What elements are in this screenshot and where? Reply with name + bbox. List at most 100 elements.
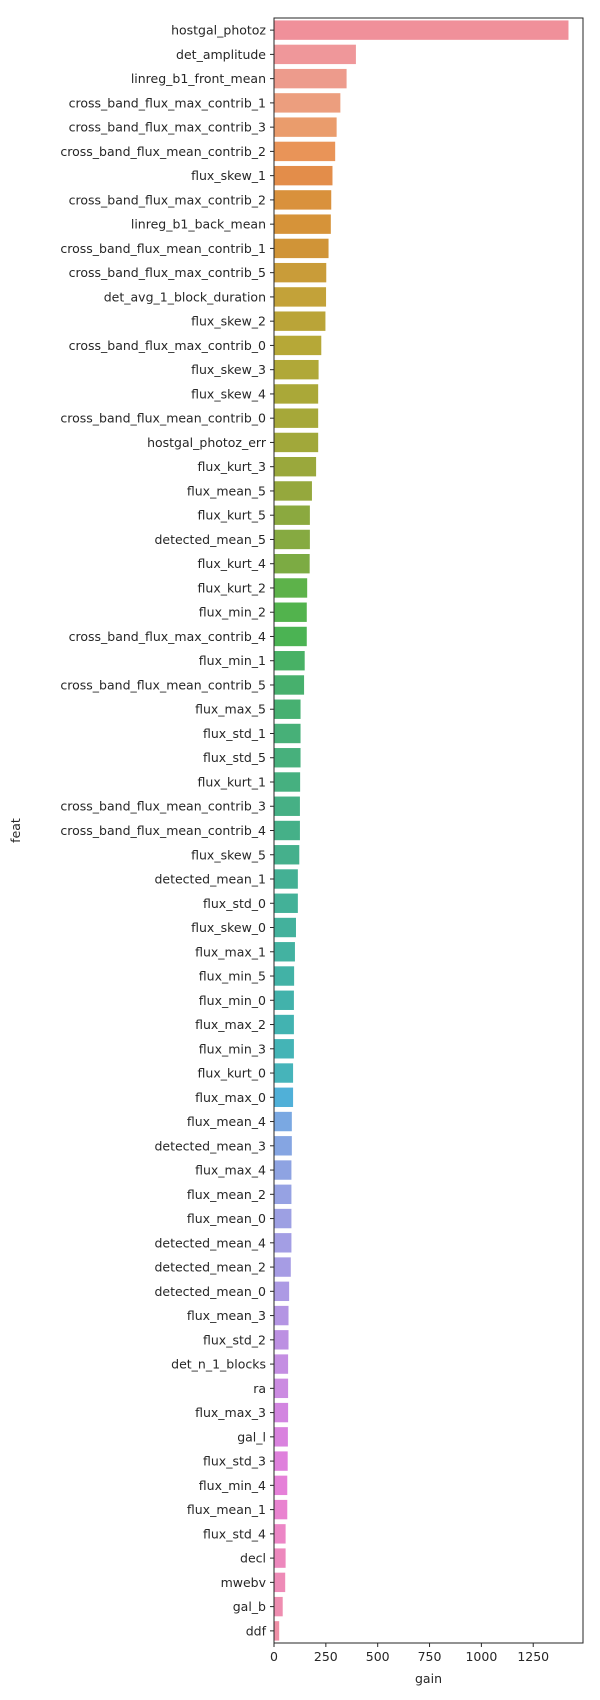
bar-cross_band_flux_mean_contrib_2	[274, 141, 336, 162]
bar-flux_skew_5	[274, 845, 300, 865]
bar-cross_band_flux_max_contrib_4	[274, 626, 307, 647]
bar-flux_mean_1	[274, 1499, 288, 1520]
y-tick-label: flux_max_0	[195, 1090, 266, 1105]
y-tick-label: cross_band_flux_max_contrib_3	[69, 120, 266, 135]
bar-flux_std_0	[274, 893, 298, 913]
bar-hostgal_photoz	[274, 20, 569, 40]
y-tick-label: flux_max_5	[195, 702, 266, 717]
x-axis-title: gain	[415, 1671, 442, 1686]
bar-cross_band_flux_mean_contrib_4	[274, 820, 300, 841]
bar-det_avg_1_block_duration	[274, 287, 327, 307]
bar-flux_skew_0	[274, 917, 296, 938]
bar-cross_band_flux_max_contrib_1	[274, 93, 341, 113]
x-tick-label: 250	[314, 1649, 338, 1664]
y-tick-label: flux_min_3	[199, 1041, 266, 1056]
bar-detected_mean_0	[274, 1281, 290, 1302]
bar-flux_max_3	[274, 1402, 289, 1423]
y-tick-label: flux_std_0	[203, 896, 266, 911]
x-tick-label: 500	[366, 1649, 390, 1664]
bar-cross_band_flux_mean_contrib_1	[274, 238, 329, 259]
bar-linreg_b1_back_mean	[274, 214, 331, 234]
bar-flux_kurt_2	[274, 578, 308, 598]
y-tick-label: detected_mean_5	[154, 532, 266, 547]
bar-detected_mean_2	[274, 1257, 291, 1277]
y-tick-label: cross_band_flux_max_contrib_1	[69, 95, 266, 110]
y-tick-label: flux_skew_4	[191, 386, 266, 401]
y-tick-label: flux_skew_1	[191, 168, 266, 183]
bar-det_amplitude	[274, 44, 356, 65]
bar-gal_l	[274, 1427, 288, 1447]
y-tick-label: flux_mean_0	[187, 1211, 266, 1226]
bar-flux_std_2	[274, 1330, 289, 1350]
y-tick-label: detected_mean_3	[154, 1138, 266, 1153]
bar-flux_skew_4	[274, 384, 319, 404]
y-tick-label: flux_min_0	[199, 993, 266, 1008]
bar-cross_band_flux_max_contrib_5	[274, 262, 327, 283]
bar-flux_std_3	[274, 1451, 288, 1471]
bar-flux_max_2	[274, 1014, 294, 1035]
y-tick-label: cross_band_flux_max_contrib_2	[69, 192, 266, 207]
bar-flux_min_1	[274, 651, 305, 671]
y-tick-label: detected_mean_2	[154, 1260, 266, 1275]
y-tick-label: flux_skew_5	[191, 847, 266, 862]
bar-gal_b	[274, 1596, 283, 1617]
bar-flux_skew_2	[274, 311, 326, 331]
y-tick-label: flux_min_1	[199, 653, 266, 668]
bar-flux_mean_0	[274, 1208, 292, 1229]
y-tick-label: flux_mean_3	[187, 1308, 266, 1323]
bar-ra	[274, 1378, 289, 1399]
y-tick-label: flux_mean_2	[187, 1187, 266, 1202]
bar-hostgal_photoz_err	[274, 432, 319, 453]
y-tick-label: flux_std_2	[203, 1332, 266, 1347]
y-tick-label: linreg_b1_back_mean	[131, 217, 266, 232]
y-tick-label: flux_min_5	[199, 969, 266, 984]
y-tick-label: flux_mean_1	[187, 1502, 266, 1517]
y-tick-label: detected_mean_1	[154, 872, 266, 887]
y-tick-label: flux_skew_0	[191, 920, 266, 935]
y-tick-label: mwebv	[221, 1575, 267, 1590]
x-tick-label: 0	[270, 1649, 278, 1664]
y-tick-label: flux_min_2	[199, 605, 266, 620]
y-tick-label: linreg_b1_front_mean	[131, 71, 266, 86]
bar-cross_band_flux_mean_contrib_0	[274, 408, 319, 428]
y-tick-label: cross_band_flux_mean_contrib_5	[60, 677, 266, 692]
bar-detected_mean_5	[274, 529, 310, 550]
y-tick-label: cross_band_flux_mean_contrib_2	[60, 144, 266, 159]
bar-flux_mean_3	[274, 1305, 289, 1326]
y-tick-label: flux_kurt_5	[198, 508, 266, 523]
bar-flux_mean_2	[274, 1184, 292, 1205]
x-ticks: 0 250 500 750 1000 1250	[270, 1643, 549, 1664]
bar-mwebv	[274, 1572, 286, 1593]
y-tick-label: cross_band_flux_mean_contrib_4	[60, 823, 266, 838]
bar-flux_mean_5	[274, 481, 312, 501]
bar-flux_min_0	[274, 990, 294, 1010]
bar-flux_std_4	[274, 1524, 286, 1544]
y-axis-title: feat	[8, 818, 23, 843]
bar-flux_mean_4	[274, 1111, 292, 1132]
bar-flux_kurt_1	[274, 772, 301, 792]
x-tick-label: 1000	[465, 1649, 497, 1664]
bar-ddf	[274, 1621, 280, 1641]
y-tick-label: detected_mean_4	[154, 1235, 266, 1250]
bar-cross_band_flux_mean_contrib_3	[274, 796, 300, 816]
y-tick-label: flux_kurt_1	[198, 774, 266, 789]
y-tick-label: flux_max_2	[195, 1017, 266, 1032]
bar-det_n_1_blocks	[274, 1354, 289, 1374]
y-tick-label: flux_skew_2	[191, 314, 266, 329]
bar-decl	[274, 1548, 286, 1568]
y-tick-label: ddf	[246, 1623, 267, 1638]
y-tick-label: flux_std_3	[203, 1454, 266, 1469]
x-tick-label: 1250	[517, 1649, 549, 1664]
y-tick-label: hostgal_photoz	[171, 23, 266, 38]
y-tick-label: ra	[253, 1381, 266, 1396]
bar-flux_kurt_3	[274, 456, 317, 477]
bars-group	[274, 20, 569, 1641]
y-tick-label: hostgal_photoz_err	[147, 435, 267, 450]
y-tick-label: det_amplitude	[176, 47, 266, 62]
y-tick-label: flux_max_3	[195, 1405, 266, 1420]
x-tick-label: 750	[418, 1649, 442, 1664]
y-tick-labels: hostgal_photoz det_amplitude linreg_b1_fro…	[60, 23, 274, 1638]
bar-flux_kurt_0	[274, 1063, 294, 1083]
plot-frame	[273, 17, 584, 1644]
